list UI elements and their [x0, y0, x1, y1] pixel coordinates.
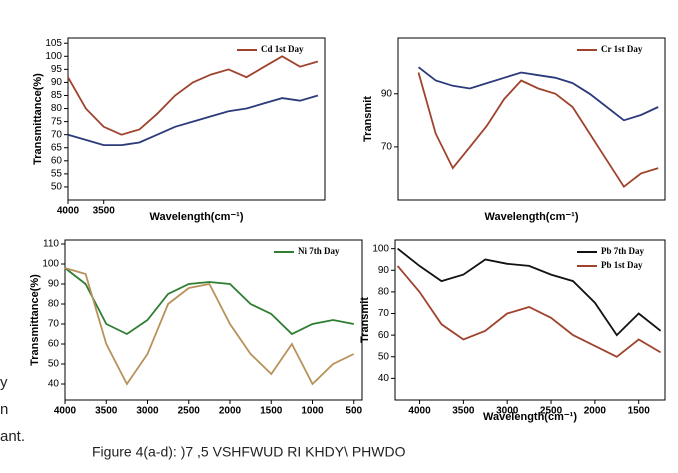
- y-tick-label: 50: [378, 351, 390, 362]
- y-tick-label: 80: [378, 287, 390, 298]
- y-tick-label: 40: [48, 379, 60, 390]
- x-tick-label: 3500: [95, 406, 118, 417]
- y-tick-label: 90: [381, 88, 393, 99]
- y-tick-label: 70: [381, 142, 393, 153]
- background: [0, 0, 678, 473]
- y-tick-label: 90: [378, 265, 390, 276]
- x-axis-title: Wavelength(cm⁻¹): [483, 411, 577, 423]
- legend-label: Cr 1st Day: [601, 44, 643, 54]
- text-fragment: y: [0, 374, 8, 391]
- x-tick-label: 3000: [136, 406, 159, 417]
- legend-label: Cd 1st Day: [261, 44, 304, 54]
- x-axis-title: Wavelength(cm⁻¹): [149, 211, 243, 223]
- y-tick-label: 100: [45, 51, 62, 62]
- figure: y n ant. Figure 4(a-d): )7 ,5 VSHFWUD RI…: [0, 0, 678, 473]
- x-tick-label: 4000: [54, 406, 77, 417]
- text-fragment: ant.: [0, 428, 25, 445]
- x-tick-label: 2500: [178, 406, 201, 417]
- y-tick-label: 50: [51, 182, 63, 193]
- x-axis-title: Wavelength(cm⁻¹): [484, 211, 578, 223]
- caption: Figure 4(a-d): )7 ,5 VSHFWUD RI KHDY\ PH…: [92, 444, 406, 460]
- y-tick-label: 75: [51, 116, 63, 127]
- y-tick-label: 90: [51, 77, 63, 88]
- page: {"chart_data": [ {"type": "line", "x_lab…: [0, 0, 678, 473]
- y-tick-label: 60: [51, 155, 63, 166]
- y-tick-label: 95: [51, 64, 63, 75]
- y-axis-title: Transmittance(%): [32, 73, 44, 165]
- text-fragment: n: [0, 401, 8, 418]
- y-tick-label: 100: [372, 243, 389, 254]
- y-tick-label: 80: [51, 103, 63, 114]
- y-tick-label: 70: [378, 308, 390, 319]
- y-axis-title: Transmit: [359, 297, 371, 343]
- x-tick-label: 3500: [93, 206, 116, 217]
- y-axis-title: Transmit: [362, 96, 374, 142]
- y-tick-label: 100: [42, 259, 59, 270]
- x-tick-label: 2000: [219, 406, 242, 417]
- y-tick-label: 105: [45, 38, 62, 49]
- y-tick-label: 70: [51, 129, 63, 140]
- y-tick-label: 60: [378, 330, 390, 341]
- y-tick-label: 40: [378, 373, 390, 384]
- y-tick-label: 110: [43, 239, 59, 250]
- legend-label: Pb 1st Day: [601, 260, 643, 270]
- y-tick-label: 80: [48, 299, 60, 310]
- y-tick-label: 60: [48, 339, 60, 350]
- x-tick-label: 4000: [408, 406, 431, 417]
- y-tick-label: 65: [51, 142, 63, 153]
- y-tick-label: 70: [48, 319, 60, 330]
- x-tick-label: 2000: [584, 406, 607, 417]
- y-tick-label: 50: [48, 359, 60, 370]
- x-tick-label: 1500: [628, 406, 651, 417]
- x-tick-label: 4000: [57, 206, 80, 217]
- legend-label: Ni 7th Day: [298, 246, 340, 256]
- y-tick-label: 90: [48, 279, 60, 290]
- x-tick-label: 1000: [301, 406, 324, 417]
- x-tick-label: 500: [345, 406, 362, 417]
- x-tick-label: 1500: [260, 406, 283, 417]
- y-tick-label: 85: [51, 90, 63, 101]
- legend-label: Pb 7th Day: [601, 246, 645, 256]
- y-axis-title: Transmittance(%): [29, 274, 41, 366]
- x-tick-label: 3500: [452, 406, 475, 417]
- y-tick-label: 55: [51, 169, 63, 180]
